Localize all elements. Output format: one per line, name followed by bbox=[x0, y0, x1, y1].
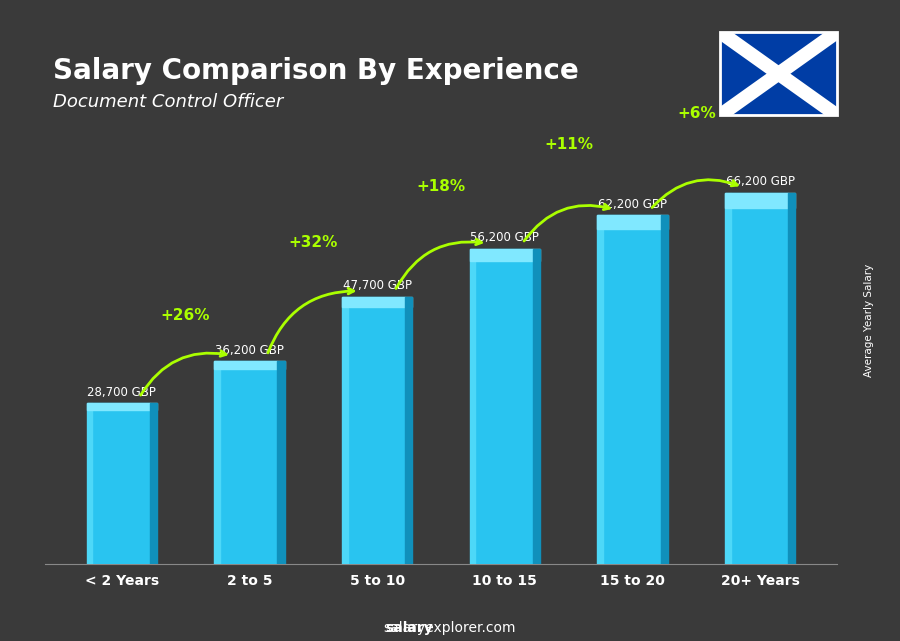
Bar bbox=[725, 193, 731, 564]
Bar bbox=[725, 193, 796, 564]
Bar bbox=[214, 361, 284, 369]
Text: 28,700 GBP: 28,700 GBP bbox=[87, 386, 156, 399]
Bar bbox=[342, 297, 347, 564]
Bar bbox=[342, 297, 412, 307]
Text: 62,200 GBP: 62,200 GBP bbox=[598, 197, 667, 211]
Text: +11%: +11% bbox=[544, 137, 593, 152]
Bar bbox=[598, 215, 668, 564]
Text: Document Control Officer: Document Control Officer bbox=[53, 93, 284, 111]
Bar bbox=[86, 403, 92, 564]
Bar bbox=[470, 249, 540, 262]
Bar bbox=[475, 249, 533, 564]
Text: +26%: +26% bbox=[161, 308, 211, 323]
Text: Average Yearly Salary: Average Yearly Salary bbox=[863, 264, 874, 377]
Text: salary: salary bbox=[385, 620, 434, 635]
Text: +6%: +6% bbox=[677, 106, 716, 121]
Bar bbox=[277, 361, 284, 564]
Bar bbox=[533, 249, 540, 564]
Bar bbox=[214, 361, 284, 564]
Text: +32%: +32% bbox=[289, 235, 338, 250]
Bar bbox=[92, 403, 149, 564]
Bar bbox=[86, 403, 157, 564]
Bar bbox=[788, 193, 796, 564]
Bar bbox=[661, 215, 668, 564]
Text: Salary Comparison By Experience: Salary Comparison By Experience bbox=[53, 57, 579, 85]
Bar bbox=[149, 403, 157, 564]
Bar bbox=[598, 215, 603, 564]
Text: salaryexplorer.com: salaryexplorer.com bbox=[383, 620, 517, 635]
Text: 47,700 GBP: 47,700 GBP bbox=[343, 279, 411, 292]
Text: 36,200 GBP: 36,200 GBP bbox=[215, 344, 284, 356]
Bar bbox=[342, 297, 412, 564]
Text: 66,200 GBP: 66,200 GBP bbox=[726, 175, 795, 188]
Bar bbox=[86, 403, 157, 410]
Bar bbox=[470, 249, 540, 564]
Bar bbox=[731, 193, 788, 564]
Bar bbox=[470, 249, 475, 564]
Bar bbox=[214, 361, 220, 564]
Bar bbox=[347, 297, 405, 564]
Text: 56,200 GBP: 56,200 GBP bbox=[471, 231, 539, 244]
Bar bbox=[598, 215, 668, 229]
Text: +18%: +18% bbox=[417, 179, 465, 194]
Bar bbox=[603, 215, 661, 564]
Bar bbox=[405, 297, 412, 564]
Bar bbox=[220, 361, 277, 564]
Bar bbox=[725, 193, 796, 208]
